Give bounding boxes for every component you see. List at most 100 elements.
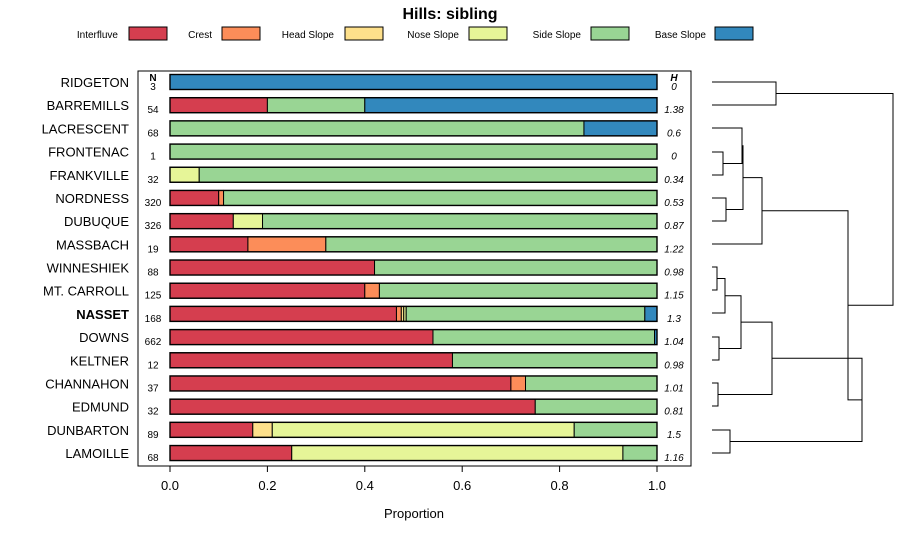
bar-segment — [583, 120, 658, 137]
legend: Interfluve Crest Head Slope Nose Slope Side … — [77, 26, 754, 41]
bar-outline — [169, 328, 658, 346]
bar-outline — [169, 305, 658, 323]
bar-outline — [169, 398, 658, 415]
row-label: DUBUQUE — [64, 214, 129, 229]
legend-swatch — [468, 26, 508, 41]
h-value: 0.98 — [664, 268, 684, 279]
bar-segment — [432, 329, 656, 346]
row-label: NORDNESS — [55, 191, 129, 206]
n-value: 88 — [147, 268, 159, 279]
bar-segment — [169, 189, 220, 206]
x-tick-label: 0.8 — [551, 478, 569, 493]
legend-label: Side Slope — [533, 30, 582, 41]
n-value: 68 — [147, 453, 159, 464]
h-value: 0.81 — [664, 407, 683, 418]
bar-outline — [169, 166, 658, 183]
n-values: 3 54 68 1 32 320 326 19 88 125 168 662 12 37 32 89 68 — [145, 82, 162, 464]
bar-segment — [169, 375, 512, 392]
h-value: 0.34 — [664, 175, 684, 186]
bar-outline — [169, 212, 658, 230]
bar-segment — [395, 305, 402, 322]
legend-swatch — [590, 26, 630, 41]
row-label: FRONTENAC — [48, 145, 129, 160]
x-tick-label: 0.6 — [453, 478, 471, 493]
bar-segment — [378, 282, 658, 299]
legend-swatch — [128, 26, 168, 41]
bar-segment — [252, 421, 273, 438]
n-value: 3 — [150, 82, 156, 93]
n-value: 168 — [145, 314, 162, 325]
bar-segment — [169, 74, 658, 90]
bar-outline — [169, 421, 658, 439]
h-value: 1.22 — [664, 244, 684, 255]
row-label: LACRESCENT — [42, 121, 129, 136]
bar-segment — [374, 259, 658, 276]
row-label: MASSBACH — [56, 237, 129, 252]
row-label: FRANKVILLE — [50, 168, 130, 183]
bar-segment — [169, 445, 293, 462]
bar-segment — [169, 398, 536, 415]
row-label: KELTNER — [70, 353, 129, 368]
bar-segment — [266, 97, 366, 114]
bar-segment — [534, 398, 658, 415]
bar-segment — [291, 445, 624, 462]
bar-segment — [364, 97, 658, 114]
row-label: RIDGETON — [61, 75, 129, 90]
h-value: 1.3 — [667, 314, 681, 325]
bar-segment — [510, 375, 527, 392]
bar-outline — [169, 189, 658, 207]
row-label: EDMUND — [72, 400, 129, 415]
bar-segment — [169, 166, 200, 183]
bar-segment — [364, 282, 380, 299]
n-value: 326 — [145, 221, 162, 232]
row-label: MT. CARROLL — [43, 284, 129, 299]
bar-outline — [169, 120, 658, 137]
bar-segment — [169, 329, 434, 346]
row-label: CHANNAHON — [45, 376, 129, 391]
bar-segment — [525, 375, 658, 392]
bar-segment — [169, 305, 397, 322]
bar-outline — [169, 73, 658, 91]
h-value: 1.5 — [667, 430, 681, 441]
n-value: 662 — [145, 337, 162, 348]
h-value: 0.98 — [664, 360, 684, 371]
plot-frame — [137, 70, 692, 467]
bar-segment — [169, 282, 366, 299]
h-value: 1.04 — [664, 337, 684, 348]
bar-segment — [573, 421, 658, 438]
row-label: LAMOILLE — [65, 446, 129, 461]
h-value: 1.15 — [664, 291, 684, 302]
bar-outline — [169, 375, 658, 392]
h-value: 1.38 — [664, 105, 684, 116]
bar-outline — [169, 143, 658, 160]
n-value: 32 — [147, 175, 159, 186]
bar-segment — [262, 213, 658, 230]
h-column-header: H — [670, 73, 678, 84]
h-value: 0.53 — [664, 198, 684, 209]
bar-segment — [405, 305, 646, 322]
row-label: DUNBARTON — [47, 423, 129, 438]
legend-label: Interfluve — [77, 30, 119, 41]
x-tick-label: 0.4 — [356, 478, 374, 493]
row-label: NASSET — [76, 307, 129, 322]
n-value: 54 — [147, 105, 159, 116]
n-value: 12 — [147, 360, 159, 371]
bar-segment — [223, 189, 658, 206]
n-value: 125 — [145, 291, 162, 302]
n-value: 320 — [145, 198, 162, 209]
n-value: 89 — [147, 430, 159, 441]
bar-outline — [169, 352, 658, 369]
legend-label: Nose Slope — [407, 30, 459, 41]
h-value: 0 — [671, 152, 677, 163]
x-axis-label: Proportion — [384, 506, 444, 521]
legend-swatch — [714, 26, 754, 41]
bar-segment — [325, 236, 658, 253]
bar-segment — [169, 421, 254, 438]
h-value: 1.01 — [664, 383, 683, 394]
dendrogram — [712, 81, 894, 454]
legend-label: Crest — [188, 30, 212, 41]
bar-segment — [169, 213, 234, 230]
row-label: WINNESHIEK — [47, 261, 130, 276]
bar-segment — [271, 421, 575, 438]
